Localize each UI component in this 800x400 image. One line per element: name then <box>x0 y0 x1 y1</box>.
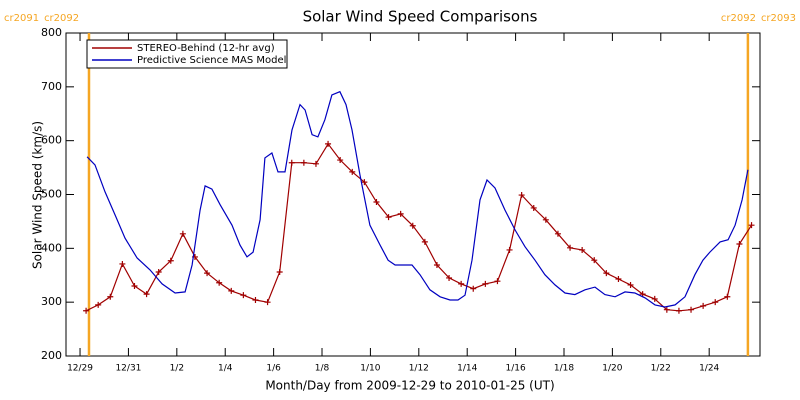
rotation-label-part: cr2092 <box>721 13 756 24</box>
y-tick-label: 200 <box>41 349 62 362</box>
data-point <box>397 210 404 217</box>
data-point <box>506 246 513 253</box>
x-tick-label: 1/8 <box>315 364 330 374</box>
data-point <box>494 278 501 285</box>
data-point <box>276 269 283 276</box>
data-point <box>409 222 416 229</box>
series-line <box>86 90 749 308</box>
data-point <box>349 168 356 175</box>
y-tick-label: 700 <box>41 80 62 93</box>
data-point <box>167 257 174 264</box>
legend-box <box>86 39 288 69</box>
data-point <box>240 292 247 299</box>
data-point <box>651 295 658 302</box>
chart-title: Solar Wind Speed Comparisons <box>303 8 538 26</box>
data-point <box>603 270 610 277</box>
data-point <box>591 257 598 264</box>
data-point <box>107 293 114 300</box>
data-point <box>228 287 235 294</box>
data-point <box>542 216 549 223</box>
data-point <box>361 179 368 186</box>
x-tick-label: 1/14 <box>457 364 477 374</box>
legend-label: STEREO-Behind (12-hr avg) <box>137 43 275 54</box>
x-tick-label: 1/4 <box>218 364 233 374</box>
data-point <box>252 297 259 304</box>
data-point <box>421 238 428 245</box>
data-point <box>373 199 380 206</box>
y-tick-label: 600 <box>41 134 62 147</box>
data-point <box>155 269 162 276</box>
data-point <box>131 283 138 290</box>
x-tick-label: 12/31 <box>115 364 141 374</box>
data-point <box>179 230 186 237</box>
data-point <box>143 291 150 298</box>
x-tick-label: 1/6 <box>266 364 281 374</box>
y-tick-label: 800 <box>41 26 62 39</box>
x-axis-label: Month/Day from 2009-12-29 to 2010-01-25 … <box>265 379 554 393</box>
rotation-label: cr2092 cr2093 <box>721 13 796 24</box>
rotation-label-part: cr2091 <box>4 13 39 24</box>
data-point <box>675 307 682 314</box>
data-point <box>724 293 731 300</box>
legend-label: Predictive Science MAS Model <box>137 55 286 66</box>
series-line <box>85 142 753 312</box>
data-point <box>446 274 453 281</box>
data-point <box>83 307 90 314</box>
data-point <box>288 159 295 166</box>
data-point <box>312 160 319 167</box>
data-point <box>216 279 223 286</box>
data-point <box>748 222 755 229</box>
data-point <box>554 230 561 237</box>
data-point <box>204 270 211 277</box>
data-point <box>736 241 743 248</box>
data-point <box>530 204 537 211</box>
data-point <box>627 281 634 288</box>
data-point <box>663 306 670 313</box>
x-tick-label: 1/24 <box>699 364 719 374</box>
x-tick-label: 1/22 <box>651 364 671 374</box>
data-point <box>264 299 271 306</box>
x-tick-label: 1/10 <box>360 364 380 374</box>
data-point <box>95 301 102 308</box>
data-point <box>300 159 307 166</box>
data-point <box>337 157 344 164</box>
rotation-label-part: cr2092 <box>44 13 79 24</box>
data-point <box>615 276 622 283</box>
data-point <box>712 299 719 306</box>
x-tick-label: 1/20 <box>602 364 622 374</box>
data-point <box>700 302 707 309</box>
data-point <box>433 262 440 269</box>
x-tick-label: 1/18 <box>554 364 574 374</box>
data-point <box>470 285 477 292</box>
data-point <box>688 306 695 313</box>
x-tick-label: 1/2 <box>170 364 184 374</box>
data-point <box>385 214 392 221</box>
y-axis-label: Solar Wind Speed (km/s) <box>31 121 45 269</box>
data-point <box>579 246 586 253</box>
rotation-label: cr2091 cr2092 <box>4 13 79 24</box>
x-tick-label: 12/29 <box>67 364 93 374</box>
data-point <box>567 244 574 251</box>
y-tick-label: 500 <box>41 188 62 201</box>
x-tick-label: 1/12 <box>409 364 429 374</box>
data-point <box>458 280 465 287</box>
data-point <box>325 140 332 147</box>
y-tick-label: 300 <box>41 295 62 308</box>
data-point <box>518 192 525 199</box>
data-point <box>119 260 126 267</box>
data-point <box>482 280 489 287</box>
rotation-label-part: cr2093 <box>761 13 796 24</box>
y-tick-label: 400 <box>41 241 62 254</box>
x-tick-label: 1/16 <box>505 364 525 374</box>
